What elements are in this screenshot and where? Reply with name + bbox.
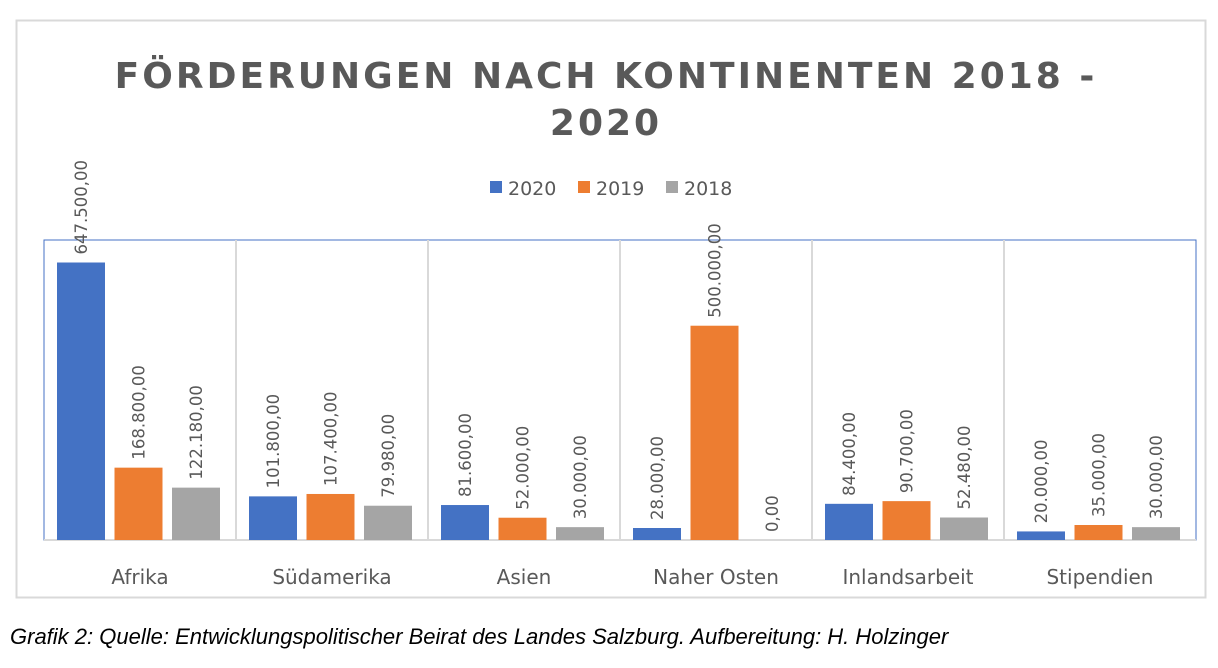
data-label-2018-Naher Osten: 0,00 [763, 495, 782, 532]
data-label-2019-Stipendien: 35.000,00 [1090, 433, 1109, 517]
data-label-2020-Inlandsarbeit: 84.400,00 [840, 412, 859, 496]
bar-2020-Afrika [57, 262, 105, 540]
chart-title-line-2: 2020 [550, 103, 662, 144]
bar-2019-Asien [498, 517, 547, 540]
data-label-2019-Asien: 52.000,00 [514, 426, 533, 510]
bar-2018-Stipendien [1132, 527, 1180, 540]
data-label-2019-Südamerika: 107.400,00 [322, 391, 341, 485]
data-label-2018-Inlandsarbeit: 52.480,00 [955, 426, 974, 510]
bar-2020-Naher Osten [633, 528, 681, 540]
bar-2020-Südamerika [249, 496, 297, 540]
category-label-Asien: Asien [497, 565, 552, 589]
legend-label-2018: 2018 [684, 178, 732, 200]
data-label-2020-Südamerika: 101.800,00 [264, 394, 283, 488]
bar-2019-Afrika [114, 467, 163, 540]
legend-swatch-2020 [490, 181, 502, 193]
figure-caption: Grafik 2: Quelle: Entwicklungspolitische… [10, 624, 949, 649]
legend-label-2020: 2020 [508, 178, 556, 200]
bar-2020-Inlandsarbeit [825, 503, 873, 540]
data-label-2019-Inlandsarbeit: 90.700,00 [898, 409, 917, 493]
data-label-2020-Afrika: 647.500,00 [72, 160, 91, 254]
chart-border [15, 19, 1207, 599]
data-label-2020-Stipendien: 20.000,00 [1032, 439, 1051, 523]
data-label-2019-Afrika: 168.800,00 [130, 365, 149, 459]
bar-2019-Naher Osten [690, 325, 739, 540]
category-label-Stipendien: Stipendien [1046, 565, 1153, 589]
legend: 2020 2019 2018 [490, 178, 732, 200]
category-label-Südamerika: Südamerika [272, 565, 391, 589]
data-label-2018-Südamerika: 79.980,00 [379, 414, 398, 498]
bar-2019-Südamerika [306, 493, 355, 540]
data-label-2020-Naher Osten: 28.000,00 [648, 436, 667, 520]
bar-2018-Südamerika [364, 505, 412, 540]
data-label-2018-Afrika: 122.180,00 [187, 385, 206, 479]
legend-swatch-2019 [578, 181, 590, 193]
bar-2019-Inlandsarbeit [882, 501, 931, 540]
bar-2019-Stipendien [1074, 525, 1123, 540]
bar-2018-Afrika [172, 487, 220, 540]
bar-2018-Inlandsarbeit [940, 517, 988, 540]
category-label-Naher Osten: Naher Osten [653, 565, 779, 589]
category-label-Inlandsarbeit: Inlandsarbeit [842, 565, 973, 589]
legend-label-2019: 2019 [596, 178, 644, 200]
data-label-2019-Naher Osten: 500.000,00 [706, 223, 725, 317]
legend-swatch-2018 [666, 181, 678, 193]
data-label-2018-Asien: 30.000,00 [571, 435, 590, 519]
chart-title-line-1: FÖRDERUNGEN NACH KONTINENTEN 2018 - [115, 55, 1098, 97]
bar-chart: FÖRDERUNGEN NACH KONTINENTEN 2018 - 2020… [15, 19, 1207, 599]
bar-2018-Asien [556, 527, 604, 540]
bar-2020-Asien [441, 505, 489, 540]
bar-2020-Stipendien [1017, 531, 1065, 540]
data-label-2018-Stipendien: 30.000,00 [1147, 435, 1166, 519]
category-label-Afrika: Afrika [111, 565, 168, 589]
data-label-2020-Asien: 81.600,00 [456, 413, 475, 497]
